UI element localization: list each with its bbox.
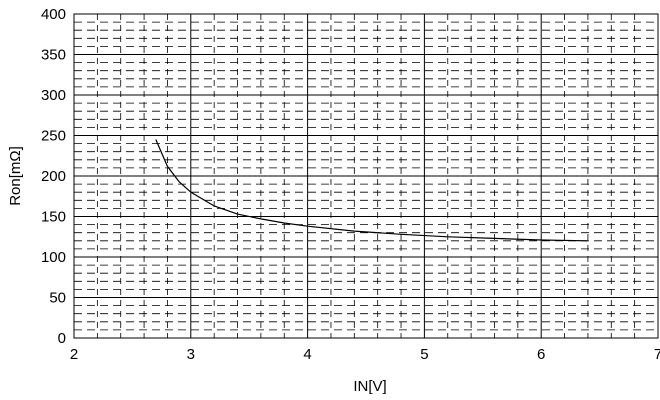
y-tick-label: 300 bbox=[41, 87, 66, 104]
y-tick-label: 50 bbox=[49, 290, 66, 307]
x-tick-label: 6 bbox=[537, 346, 545, 363]
series-line bbox=[155, 139, 588, 242]
x-axis-label: IN[V] bbox=[353, 378, 386, 395]
y-tick-label: 0 bbox=[58, 330, 66, 347]
y-tick-label: 250 bbox=[41, 128, 66, 145]
x-tick-label: 5 bbox=[420, 346, 428, 363]
plot-frame bbox=[73, 13, 659, 339]
major-grid bbox=[74, 14, 658, 338]
y-tick-labels: 0 50 100 150 200 250 300 350 400 bbox=[41, 6, 66, 347]
x-tick-label: 4 bbox=[303, 346, 311, 363]
x-tick-label: 7 bbox=[654, 346, 660, 363]
x-tick-label: 3 bbox=[187, 346, 195, 363]
y-tick-label: 350 bbox=[41, 47, 66, 64]
series-group bbox=[155, 139, 588, 242]
minor-grid bbox=[74, 14, 658, 338]
y-tick-label: 200 bbox=[41, 168, 66, 185]
y-tick-label: 100 bbox=[41, 249, 66, 266]
x-tick-labels: 2 3 4 5 6 7 bbox=[70, 346, 660, 363]
x-tick-label: 2 bbox=[70, 346, 78, 363]
y-axis-label: Ron[mΩ] bbox=[7, 146, 24, 206]
y-tick-label: 150 bbox=[41, 209, 66, 226]
y-tick-label: 400 bbox=[41, 6, 66, 23]
